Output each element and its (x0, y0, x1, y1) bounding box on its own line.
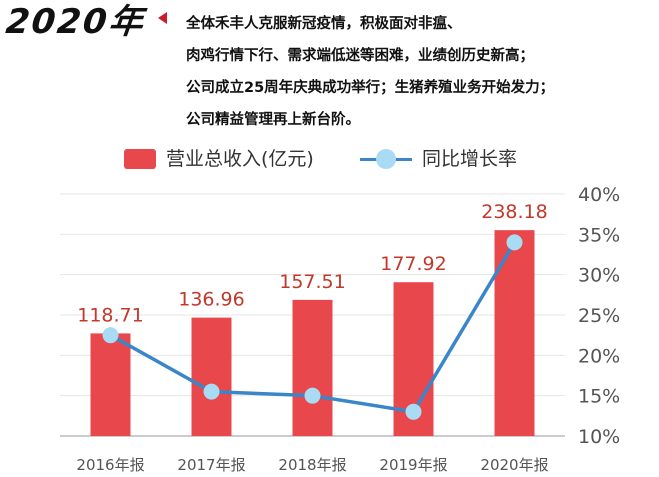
category-label: 2016年报 (76, 456, 144, 474)
growth-rate-point (506, 234, 523, 251)
headline-line: 全体禾丰人克服新冠疫情，积极面对非瘟、 (186, 16, 462, 32)
legend-label-growth: 同比增长率 (422, 148, 518, 170)
right-axis-tick-label: 40% (578, 184, 620, 206)
right-axis-tick-label: 15% (578, 386, 620, 408)
category-label: 2019年报 (379, 456, 447, 474)
right-axis-tick-label: 20% (578, 345, 620, 367)
bar-value-label: 177.92 (380, 253, 446, 275)
triangle-marker-icon (158, 12, 167, 24)
right-axis-tick-label: 10% (578, 426, 620, 448)
right-axis-tick-label: 35% (578, 224, 620, 246)
headline-line: 公司成立25周年庆典成功举行；生猪养殖业务开始发力； (186, 80, 555, 96)
legend-bar-swatch-icon (124, 149, 156, 169)
legend-label-revenue: 营业总收入(亿元) (166, 148, 314, 170)
bar-value-label: 118.71 (77, 304, 143, 326)
right-axis-tick-label: 25% (578, 305, 620, 327)
revenue-bar (191, 317, 232, 436)
headline-line: 公司精益管理再上新台阶。 (186, 112, 360, 128)
right-axis-tick-label: 30% (578, 265, 620, 287)
bar-value-label: 136.96 (178, 289, 244, 311)
revenue-bar (90, 333, 131, 436)
growth-rate-point (405, 403, 422, 420)
category-label: 2018年报 (278, 456, 346, 474)
category-label: 2020年报 (480, 456, 548, 474)
growth-rate-point (102, 327, 119, 344)
growth-rate-point (203, 383, 220, 400)
revenue-bar (494, 230, 535, 436)
revenue-bar (292, 299, 333, 436)
headline-text: 全体禾丰人克服新冠疫情，积极面对非瘟、 肉鸡行情下行、需求端低迷等困难，业绩创历… (186, 8, 656, 136)
category-label: 2017年报 (177, 456, 245, 474)
growth-rate-point (304, 387, 321, 404)
bar-value-label: 238.18 (481, 201, 547, 223)
headline-line: 肉鸡行情下行、需求端低迷等困难，业绩创历史新高； (186, 48, 534, 64)
legend-dot-icon (376, 149, 396, 169)
bar-value-label: 157.51 (279, 271, 345, 293)
